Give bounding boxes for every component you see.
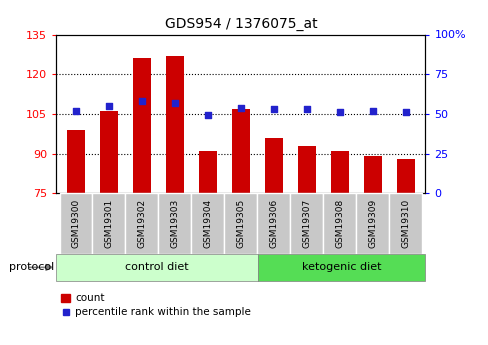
Point	[368, 108, 376, 114]
FancyBboxPatch shape	[125, 193, 158, 254]
Text: GSM19307: GSM19307	[302, 199, 311, 248]
Bar	[133, 58, 151, 193]
Bar	[257, 254, 425, 281]
Point	[171, 100, 179, 106]
Bar	[56, 254, 257, 281]
FancyBboxPatch shape	[388, 193, 421, 254]
Text: GSM19306: GSM19306	[269, 199, 278, 248]
Bar	[165, 56, 183, 193]
FancyBboxPatch shape	[290, 193, 323, 254]
Bar	[396, 159, 414, 193]
Point	[236, 105, 244, 110]
FancyBboxPatch shape	[158, 193, 191, 254]
Text: GSM19308: GSM19308	[335, 199, 344, 248]
Point	[203, 113, 211, 118]
Point	[302, 106, 310, 112]
Title: GDS954 / 1376075_at: GDS954 / 1376075_at	[164, 17, 317, 31]
Point	[72, 108, 80, 114]
Text: ketogenic diet: ketogenic diet	[301, 263, 381, 272]
Point	[335, 109, 343, 115]
Text: control diet: control diet	[125, 263, 188, 272]
Point	[401, 109, 409, 115]
FancyBboxPatch shape	[257, 193, 290, 254]
Text: GSM19302: GSM19302	[137, 199, 146, 248]
FancyBboxPatch shape	[224, 193, 257, 254]
Point	[138, 98, 145, 104]
FancyBboxPatch shape	[355, 193, 388, 254]
Bar	[199, 151, 217, 193]
Bar	[264, 138, 282, 193]
Point	[105, 103, 113, 109]
Bar	[363, 156, 381, 193]
Bar	[67, 130, 85, 193]
FancyBboxPatch shape	[323, 193, 355, 254]
Text: GSM19303: GSM19303	[170, 199, 179, 248]
Text: GSM19310: GSM19310	[400, 199, 409, 248]
Bar	[100, 111, 118, 193]
Bar	[231, 109, 249, 193]
Text: protocol: protocol	[8, 263, 54, 272]
Text: GSM19309: GSM19309	[367, 199, 376, 248]
Text: GSM19305: GSM19305	[236, 199, 245, 248]
Text: GSM19301: GSM19301	[104, 199, 113, 248]
FancyBboxPatch shape	[60, 193, 92, 254]
FancyBboxPatch shape	[191, 193, 224, 254]
Bar	[330, 151, 348, 193]
Legend: count, percentile rank within the sample: count, percentile rank within the sample	[61, 293, 250, 317]
Text: GSM19304: GSM19304	[203, 199, 212, 248]
FancyBboxPatch shape	[92, 193, 125, 254]
Bar	[297, 146, 315, 193]
Point	[269, 106, 277, 112]
Text: GSM19300: GSM19300	[71, 199, 81, 248]
